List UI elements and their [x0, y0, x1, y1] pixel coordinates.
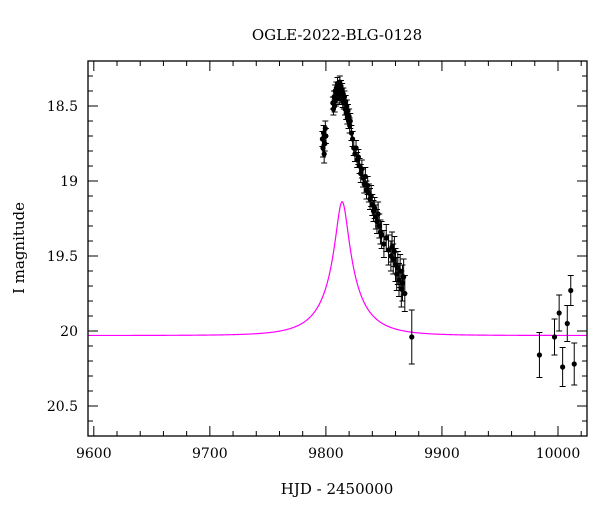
- data-point: [571, 342, 578, 386]
- model-layer: [88, 200, 587, 337]
- model-curve: [88, 200, 587, 337]
- data-marker: [568, 287, 574, 294]
- plot-frame: [87, 60, 588, 437]
- chart-title: OGLE-2022-BLG-0128: [252, 26, 422, 44]
- x-tick-label: 9700: [192, 446, 228, 462]
- tick-layer: 9600 9700 9800 9900 10000 18.5 19 19.5 20 20.5: [47, 60, 587, 462]
- data-marker: [383, 235, 389, 241]
- data-point: [559, 347, 566, 387]
- data-point: [536, 332, 543, 378]
- data-point: [322, 128, 329, 144]
- y-tick-label: 19.5: [47, 249, 78, 265]
- x-axis-label: HJD - 2450000: [281, 480, 394, 498]
- data-marker: [321, 151, 327, 157]
- x-tick-label: 9900: [424, 446, 460, 462]
- x-tick-label: 9600: [76, 446, 112, 462]
- data-marker: [323, 133, 329, 139]
- data-marker: [399, 280, 406, 286]
- data-point: [564, 305, 571, 342]
- data-marker: [398, 286, 404, 292]
- data-marker: [560, 364, 566, 370]
- data-marker: [564, 320, 570, 327]
- data-point: [380, 230, 387, 258]
- y-tick-label: 20: [60, 324, 78, 340]
- data-marker: [556, 310, 562, 316]
- data-marker: [409, 334, 415, 340]
- x-tick-label: 10000: [536, 446, 581, 462]
- y-axis-label: I magnitude: [10, 202, 28, 294]
- y-tick-label: 19: [60, 174, 78, 190]
- x-tick-label: 9800: [308, 446, 344, 462]
- data-point: [556, 294, 563, 332]
- data-marker: [402, 290, 408, 297]
- plot-area: [88, 75, 587, 387]
- y-tick-label: 18.5: [47, 99, 78, 115]
- data-marker: [381, 241, 387, 247]
- data-point: [567, 275, 574, 306]
- data-marker: [376, 223, 382, 229]
- data-marker: [347, 118, 353, 124]
- data-marker: [536, 352, 543, 358]
- data-point: [551, 318, 558, 356]
- data-marker: [571, 361, 577, 367]
- data-marker: [551, 334, 558, 340]
- data-point: [401, 275, 408, 312]
- data-marker: [378, 232, 385, 238]
- data-layer: [319, 75, 578, 387]
- y-tick-label: 20.5: [47, 399, 78, 415]
- data-point: [408, 309, 415, 365]
- data-marker: [385, 247, 392, 253]
